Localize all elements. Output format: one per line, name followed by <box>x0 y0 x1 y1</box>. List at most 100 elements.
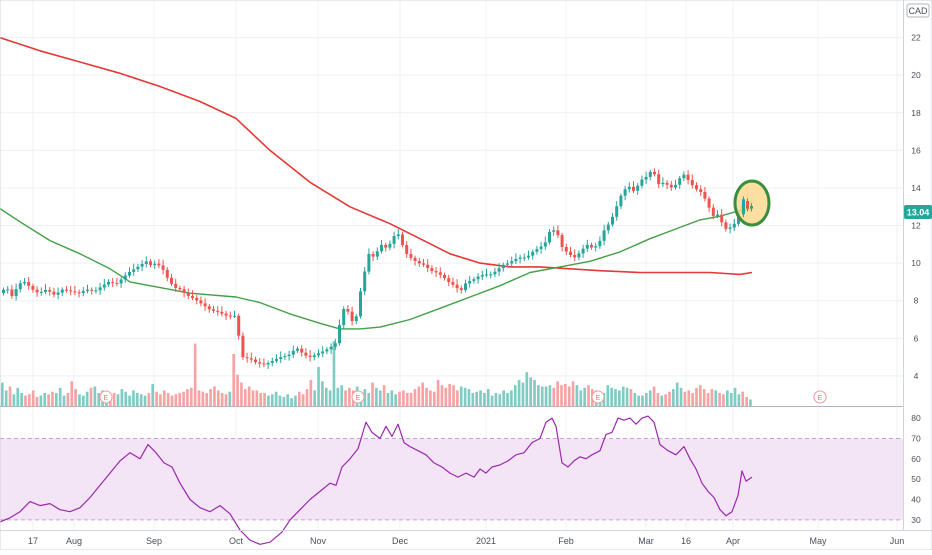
volume-bar <box>637 395 640 406</box>
candle-body <box>325 349 329 352</box>
candle-body <box>409 253 413 258</box>
price-tick-label: 6 <box>914 333 919 343</box>
candle-body <box>413 257 417 262</box>
candle-body <box>493 271 497 275</box>
candle-body <box>506 263 509 265</box>
candle-body <box>543 242 547 247</box>
volume-bar <box>4 390 8 406</box>
volume-bar <box>97 393 101 406</box>
volume-bar <box>386 393 390 406</box>
volume-bar <box>159 394 162 406</box>
time-tick-label: Dec <box>392 536 409 546</box>
candle-body <box>270 360 274 363</box>
volume-bar <box>62 395 66 406</box>
volume-bar <box>726 390 729 406</box>
volume-bar <box>749 399 752 406</box>
candle-body <box>527 255 530 258</box>
volume-bar <box>81 395 85 406</box>
volume-bar <box>575 385 579 406</box>
candle-body <box>10 289 14 297</box>
volume-bar <box>610 387 613 406</box>
volume-bar <box>633 393 637 406</box>
volume-bar <box>116 394 120 406</box>
volume-bar <box>525 372 529 406</box>
rsi-tick-label: 30 <box>911 515 921 525</box>
candle-body <box>392 236 396 244</box>
volume-bar <box>621 386 625 406</box>
rsi-band-layer <box>0 437 903 521</box>
volume-bar <box>718 393 721 406</box>
volume-bar <box>556 381 559 406</box>
candle-body <box>296 348 299 351</box>
candle-body <box>98 287 102 291</box>
volume-bar <box>263 393 266 406</box>
candle-body <box>212 309 215 311</box>
volume-bar <box>43 393 47 406</box>
volume-bar <box>691 393 694 406</box>
earnings-marker-label: E <box>356 395 361 402</box>
price-tick-label: 20 <box>911 70 921 80</box>
candle-body <box>220 311 224 314</box>
volume-bar <box>417 386 421 406</box>
currency-badge[interactable] <box>906 3 930 18</box>
volume-bar <box>421 382 425 406</box>
volume-bar <box>413 389 417 406</box>
candle-body <box>23 281 26 284</box>
candle-body <box>39 291 43 293</box>
volume-bar <box>166 393 170 406</box>
rsi-tick-label: 50 <box>911 474 921 484</box>
volume-bar <box>706 393 710 406</box>
volume-bar <box>452 385 455 406</box>
volume-bar <box>506 393 509 406</box>
candle-body <box>742 199 745 215</box>
candle-body <box>254 359 257 363</box>
volume-bar <box>714 390 718 406</box>
candle-body <box>531 251 535 256</box>
candle-body <box>237 315 241 336</box>
volume-bar <box>197 390 201 406</box>
time-tick-label: May <box>809 536 827 546</box>
volume-bar <box>560 385 563 406</box>
time-tick-label: Sep <box>146 536 162 546</box>
time-tick-label: Feb <box>558 536 574 546</box>
candle-body <box>426 264 430 269</box>
time-tick-label: 2021 <box>476 536 496 546</box>
volume-bar <box>8 386 12 406</box>
candle-body <box>329 346 333 350</box>
candle-body <box>396 234 400 237</box>
volume-bar <box>340 385 344 406</box>
candle-body <box>182 289 186 293</box>
candles-layer <box>2 168 753 370</box>
volume-bar <box>432 391 436 406</box>
volume-bar <box>332 341 336 406</box>
candle-body <box>518 257 522 259</box>
volume-bar <box>20 393 23 406</box>
volume-bar <box>618 390 621 406</box>
volume-bar <box>162 390 166 406</box>
candle-body <box>434 271 438 273</box>
candle-body <box>405 244 409 254</box>
volume-bar <box>321 381 324 406</box>
candle-body <box>577 253 581 258</box>
candle-body <box>548 231 551 243</box>
volume-bar <box>425 387 428 406</box>
candle-body <box>535 249 539 252</box>
candle-body <box>224 313 228 316</box>
time-tick-label: 17 <box>28 536 38 546</box>
candle-body <box>422 263 425 265</box>
candle-body <box>149 261 152 266</box>
volume-bar <box>398 391 401 406</box>
rsi-tick-label: 70 <box>911 433 921 443</box>
candle-body <box>241 335 245 358</box>
candle-body <box>371 254 375 257</box>
candle-body <box>590 244 593 248</box>
volume-bar <box>579 390 583 406</box>
volume-bar <box>186 389 189 406</box>
volume-bar <box>745 396 748 406</box>
candle-body <box>216 310 220 312</box>
candle-body <box>627 186 631 190</box>
earnings-marker-label: E <box>104 395 109 402</box>
candle-body <box>464 283 467 291</box>
